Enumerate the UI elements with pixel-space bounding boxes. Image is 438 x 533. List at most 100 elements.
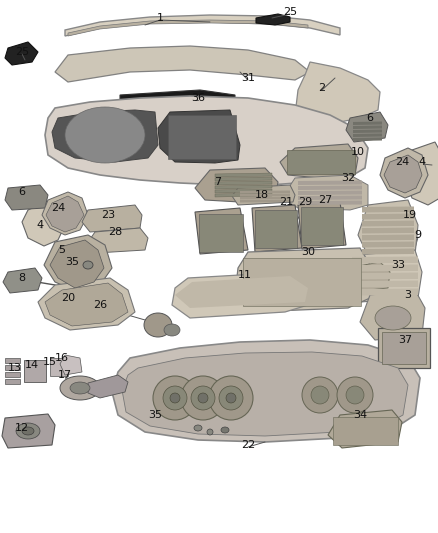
Ellipse shape [65, 107, 145, 163]
Text: 24: 24 [51, 203, 65, 213]
Polygon shape [5, 372, 20, 377]
Text: 6: 6 [367, 113, 374, 123]
Polygon shape [240, 190, 290, 193]
Polygon shape [195, 208, 248, 254]
Polygon shape [353, 130, 382, 133]
Bar [50, 358, 68, 376]
Text: 12: 12 [15, 423, 29, 433]
Polygon shape [45, 283, 128, 326]
Text: 11: 11 [238, 270, 252, 280]
Ellipse shape [198, 393, 208, 403]
Ellipse shape [375, 306, 411, 330]
Text: 4: 4 [418, 157, 426, 167]
Polygon shape [50, 240, 104, 288]
Text: 28: 28 [108, 227, 122, 237]
Text: 17: 17 [58, 370, 72, 380]
Polygon shape [3, 268, 42, 293]
Text: 26: 26 [93, 300, 107, 310]
Bar [243, 258, 361, 306]
Polygon shape [215, 189, 272, 193]
Polygon shape [295, 62, 380, 125]
Polygon shape [122, 352, 408, 436]
Text: 18: 18 [255, 190, 269, 200]
Polygon shape [42, 192, 88, 235]
Text: 29: 29 [298, 197, 312, 207]
Polygon shape [112, 340, 420, 442]
Text: 6: 6 [18, 187, 25, 197]
Polygon shape [362, 241, 414, 247]
Ellipse shape [22, 427, 34, 435]
Text: 1: 1 [156, 13, 163, 23]
Polygon shape [352, 288, 418, 295]
Bar [378, 328, 430, 368]
Text: 4: 4 [36, 220, 43, 230]
Polygon shape [353, 122, 382, 125]
Ellipse shape [83, 261, 93, 269]
Text: 15: 15 [43, 357, 57, 367]
Polygon shape [88, 375, 128, 398]
Polygon shape [353, 138, 382, 141]
Polygon shape [346, 112, 388, 142]
Polygon shape [5, 379, 20, 384]
Text: 23: 23 [101, 210, 115, 220]
Polygon shape [120, 90, 235, 108]
Polygon shape [362, 228, 414, 233]
Ellipse shape [346, 386, 364, 404]
Text: 16: 16 [55, 353, 69, 363]
Text: 36: 36 [191, 93, 205, 103]
Polygon shape [38, 278, 135, 330]
Text: 33: 33 [391, 260, 405, 270]
Polygon shape [380, 148, 428, 198]
Polygon shape [256, 14, 290, 25]
Bar [168, 115, 236, 159]
Polygon shape [352, 264, 418, 271]
Text: 31: 31 [241, 73, 255, 83]
Text: 22: 22 [241, 440, 255, 450]
Polygon shape [360, 290, 425, 340]
Polygon shape [352, 256, 418, 263]
Text: 7: 7 [215, 177, 222, 187]
Polygon shape [240, 197, 290, 199]
Ellipse shape [163, 386, 187, 410]
Polygon shape [298, 202, 346, 249]
Bar [287, 150, 355, 174]
Ellipse shape [194, 425, 202, 431]
Polygon shape [352, 272, 418, 279]
Polygon shape [22, 200, 65, 246]
Polygon shape [352, 280, 418, 287]
Text: 21: 21 [279, 197, 293, 207]
Ellipse shape [337, 377, 373, 413]
Polygon shape [65, 15, 340, 36]
Polygon shape [82, 205, 142, 232]
Text: 10: 10 [351, 147, 365, 157]
Polygon shape [175, 276, 308, 308]
Polygon shape [5, 42, 38, 65]
Polygon shape [405, 142, 438, 205]
Polygon shape [5, 358, 20, 363]
Ellipse shape [302, 377, 338, 413]
Ellipse shape [191, 386, 215, 410]
Polygon shape [353, 133, 382, 137]
Polygon shape [52, 110, 158, 162]
Text: 20: 20 [61, 293, 75, 303]
Polygon shape [340, 262, 390, 292]
Polygon shape [298, 181, 362, 185]
Polygon shape [46, 196, 84, 232]
Polygon shape [348, 250, 422, 302]
Text: 3: 3 [405, 290, 411, 300]
Text: 14: 14 [25, 360, 39, 370]
Polygon shape [240, 199, 290, 203]
Text: 2: 2 [318, 83, 325, 93]
Polygon shape [5, 185, 48, 210]
Polygon shape [195, 168, 278, 202]
Polygon shape [298, 196, 362, 200]
Bar [24, 360, 46, 382]
Polygon shape [328, 410, 402, 448]
Text: 25: 25 [15, 47, 29, 57]
Polygon shape [215, 193, 272, 197]
Polygon shape [60, 355, 82, 375]
Text: 35: 35 [148, 410, 162, 420]
Text: 8: 8 [18, 273, 25, 283]
Ellipse shape [170, 393, 180, 403]
Polygon shape [235, 248, 372, 312]
